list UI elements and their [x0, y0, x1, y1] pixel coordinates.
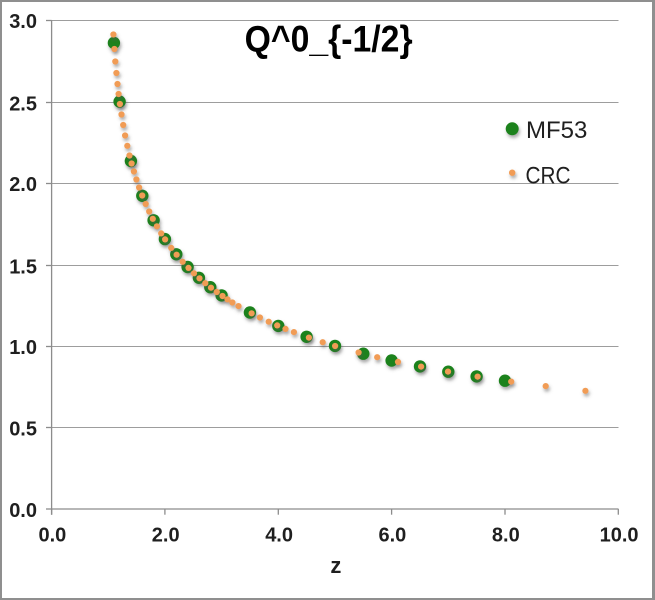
svg-text:10.0: 10.0 [600, 525, 639, 547]
svg-text:2.5: 2.5 [9, 93, 37, 115]
svg-text:0.0: 0.0 [38, 525, 66, 547]
svg-text:0.5: 0.5 [9, 418, 37, 440]
svg-text:3.0: 3.0 [9, 11, 37, 33]
svg-text:CRC: CRC [526, 163, 571, 190]
svg-text:z: z [330, 553, 341, 578]
svg-text:Q^0_{-1/2}: Q^0_{-1/2} [245, 19, 413, 60]
svg-text:8.0: 8.0 [492, 525, 520, 547]
svg-text:1.0: 1.0 [9, 337, 37, 359]
svg-text:2.0: 2.0 [9, 174, 37, 196]
svg-text:0.0: 0.0 [9, 500, 37, 522]
svg-text:4.0: 4.0 [265, 525, 293, 547]
svg-text:MF53: MF53 [526, 117, 587, 144]
svg-text:1.5: 1.5 [9, 256, 37, 278]
svg-text:2.0: 2.0 [152, 525, 180, 547]
svg-text:6.0: 6.0 [378, 525, 406, 547]
